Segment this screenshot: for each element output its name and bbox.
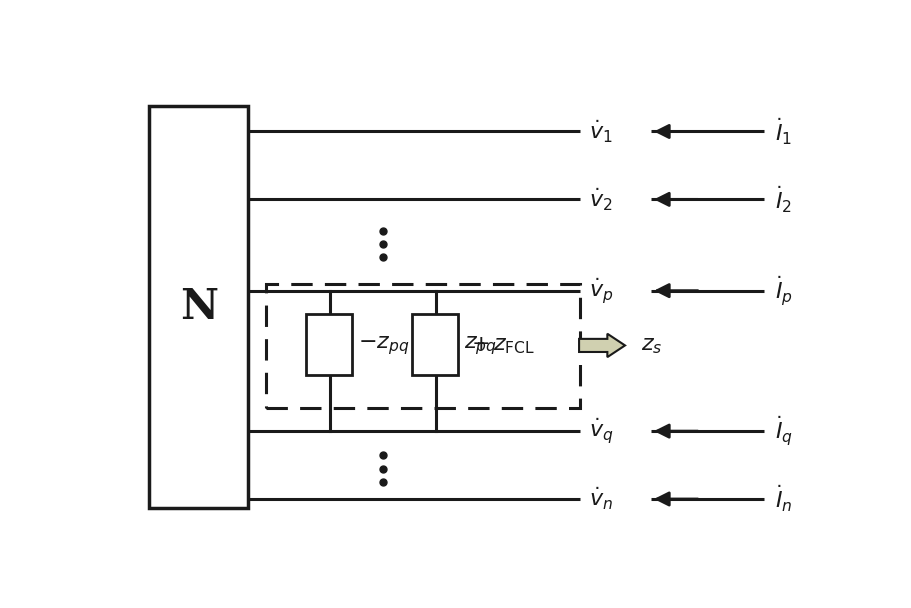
Text: N: N: [179, 286, 218, 328]
Text: $\dot{I}_1$: $\dot{I}_1$: [774, 116, 791, 147]
Text: $\dot{I}_2$: $\dot{I}_2$: [774, 184, 791, 215]
Text: $\dot{I}_q$: $\dot{I}_q$: [774, 414, 792, 448]
Text: $\dot{I}_p$: $\dot{I}_p$: [774, 274, 792, 308]
Text: $z_{pq}$: $z_{pq}$: [464, 334, 496, 357]
Text: $\dot{v}_1$: $\dot{v}_1$: [589, 118, 612, 145]
Text: $-z_{pq}$: $-z_{pq}$: [357, 334, 409, 357]
Bar: [266, 283, 580, 408]
Text: $\dot{v}_2$: $\dot{v}_2$: [589, 186, 612, 213]
Bar: [412, 314, 457, 375]
FancyArrow shape: [578, 334, 624, 357]
Text: $\dot{v}_p$: $\dot{v}_p$: [589, 276, 613, 306]
Bar: [306, 314, 352, 375]
Text: $+ \, z_{\mathrm{FCL}}$: $+ \, z_{\mathrm{FCL}}$: [470, 334, 535, 356]
Text: $\dot{I}_n$: $\dot{I}_n$: [774, 484, 792, 514]
Text: $z_s$: $z_s$: [640, 334, 661, 356]
Bar: [149, 106, 248, 508]
Text: $\dot{v}_q$: $\dot{v}_q$: [589, 416, 613, 446]
Text: $\dot{v}_n$: $\dot{v}_n$: [589, 486, 612, 513]
